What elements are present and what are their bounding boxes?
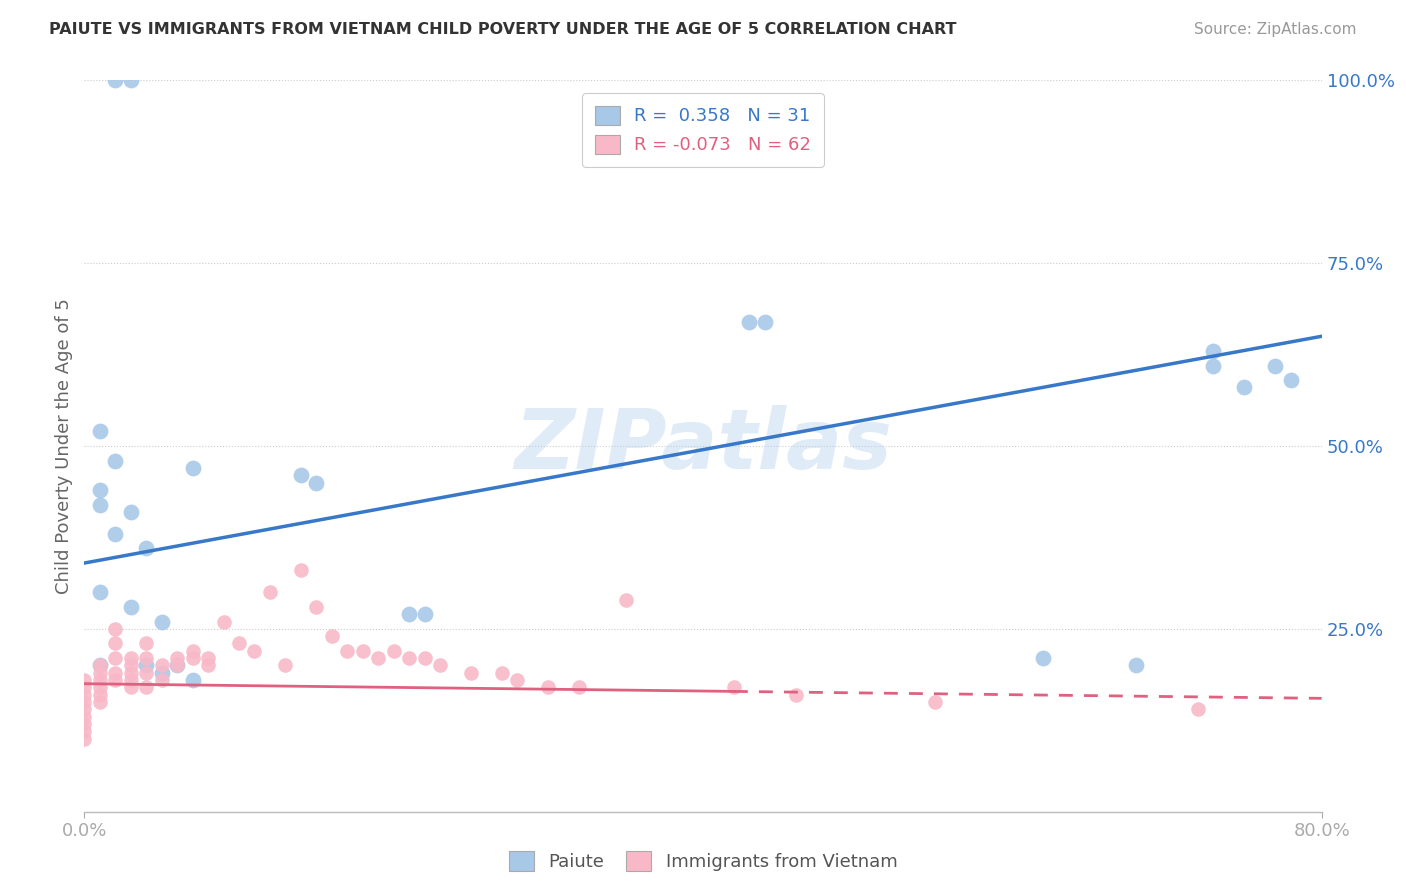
Point [120, 665, 142, 680]
Point [1233, 380, 1256, 394]
Point [73, 724, 96, 739]
Point [104, 673, 127, 687]
Point [197, 658, 219, 673]
Point [120, 673, 142, 687]
Point [73, 695, 96, 709]
Point [352, 644, 374, 658]
Point [723, 681, 745, 695]
Legend: Paiute, Immigrants from Vietnam: Paiute, Immigrants from Vietnam [502, 844, 904, 879]
Point [228, 636, 250, 650]
Point [120, 73, 142, 87]
Point [150, 665, 173, 680]
Point [73, 702, 96, 716]
Point [104, 622, 127, 636]
Point [506, 673, 529, 687]
Point [398, 651, 420, 665]
Point [89, 498, 111, 512]
Point [382, 644, 405, 658]
Point [73, 709, 96, 723]
Point [305, 475, 328, 490]
Point [1202, 343, 1225, 358]
Point [135, 541, 157, 556]
Point [73, 673, 96, 687]
Point [181, 461, 204, 475]
Point [181, 644, 204, 658]
Point [429, 658, 451, 673]
Point [785, 688, 807, 702]
Point [305, 599, 328, 614]
Point [197, 651, 219, 665]
Point [135, 658, 157, 673]
Point [166, 658, 188, 673]
Point [568, 681, 591, 695]
Point [73, 717, 96, 731]
Point [73, 688, 96, 702]
Point [89, 658, 111, 673]
Point [166, 658, 188, 673]
Point [120, 681, 142, 695]
Point [120, 599, 142, 614]
Point [89, 688, 111, 702]
Point [89, 585, 111, 599]
Point [181, 651, 204, 665]
Point [104, 665, 127, 680]
Point [120, 658, 142, 673]
Point [135, 636, 157, 650]
Point [150, 615, 173, 629]
Point [89, 665, 111, 680]
Point [614, 592, 637, 607]
Point [243, 644, 266, 658]
Point [924, 695, 946, 709]
Point [274, 658, 297, 673]
Point [104, 636, 127, 650]
Point [120, 505, 142, 519]
Text: ZIPatlas: ZIPatlas [515, 406, 891, 486]
Point [738, 315, 761, 329]
Point [336, 644, 359, 658]
Point [89, 425, 111, 439]
Text: PAIUTE VS IMMIGRANTS FROM VIETNAM CHILD POVERTY UNDER THE AGE OF 5 CORRELATION C: PAIUTE VS IMMIGRANTS FROM VIETNAM CHILD … [49, 22, 956, 37]
Point [120, 651, 142, 665]
Point [89, 695, 111, 709]
Point [104, 526, 127, 541]
Point [73, 681, 96, 695]
Point [537, 681, 560, 695]
Point [754, 315, 776, 329]
Point [104, 73, 127, 87]
Point [135, 651, 157, 665]
Point [1125, 658, 1147, 673]
Point [166, 651, 188, 665]
Point [135, 665, 157, 680]
Point [1202, 359, 1225, 373]
Point [135, 681, 157, 695]
Point [212, 615, 235, 629]
Point [413, 651, 436, 665]
Point [150, 658, 173, 673]
Point [89, 483, 111, 497]
Point [321, 629, 343, 643]
Point [181, 673, 204, 687]
Point [89, 681, 111, 695]
Point [73, 731, 96, 746]
Point [491, 665, 513, 680]
Y-axis label: Child Poverty Under the Age of 5: Child Poverty Under the Age of 5 [55, 298, 73, 594]
Point [259, 585, 281, 599]
Point [1264, 359, 1286, 373]
Point [290, 563, 312, 577]
Point [89, 673, 111, 687]
Point [290, 468, 312, 483]
Point [398, 607, 420, 622]
Point [460, 665, 482, 680]
Point [1279, 373, 1302, 387]
Point [367, 651, 389, 665]
Point [413, 607, 436, 622]
Text: Source: ZipAtlas.com: Source: ZipAtlas.com [1194, 22, 1357, 37]
Point [150, 673, 173, 687]
Legend: R =  0.358   N = 31, R = -0.073   N = 62: R = 0.358 N = 31, R = -0.073 N = 62 [582, 93, 824, 167]
Point [1187, 702, 1209, 716]
Point [89, 658, 111, 673]
Point [104, 651, 127, 665]
Point [1032, 651, 1054, 665]
Point [104, 453, 127, 467]
